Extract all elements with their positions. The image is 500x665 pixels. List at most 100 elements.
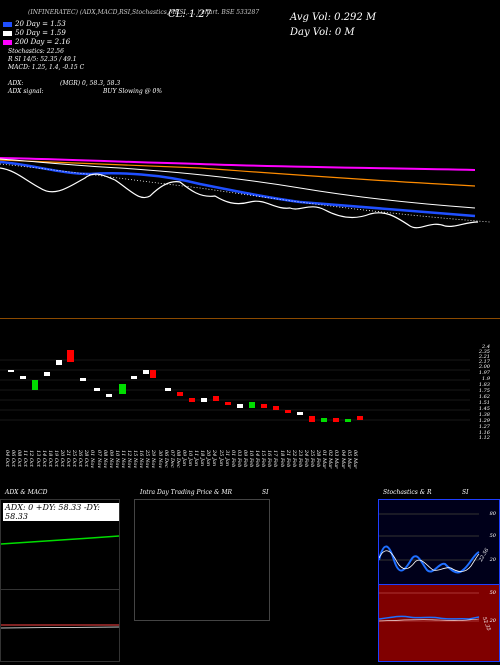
date-tick: 31 Jan bbox=[223, 450, 230, 467]
date-tick: 04 Mar bbox=[339, 450, 346, 469]
rsi-readout: R SI 14/5: 52.35 / 49.1 bbox=[8, 56, 77, 63]
price-tick: 1.12 bbox=[478, 435, 490, 441]
candle-28 bbox=[333, 418, 339, 422]
legend-ema20: 20 Day = 1.53 bbox=[3, 20, 66, 28]
price-tick: 1.83 bbox=[478, 382, 490, 388]
candle-5 bbox=[56, 360, 62, 365]
avg-volume: Avg Vol: 0.292 M bbox=[290, 12, 377, 23]
candle-18 bbox=[213, 396, 219, 401]
price-tick: 1.38 bbox=[478, 412, 490, 418]
candle-7 bbox=[80, 378, 86, 381]
candle-25 bbox=[297, 412, 303, 415]
candle-3 bbox=[32, 380, 38, 390]
legend-sma200: 200 Day = 2.16 bbox=[3, 38, 70, 46]
macd-signal-line bbox=[0, 626, 120, 629]
candle-11 bbox=[131, 376, 137, 379]
date-axis: 04 Oct 06 Oct 08 Oct 11 Oct 12 Oct 13 Oct 14 O… bbox=[0, 450, 500, 490]
sma200-swatch bbox=[3, 39, 12, 45]
date-tick: 12 Oct bbox=[28, 450, 35, 467]
candle-19 bbox=[225, 402, 231, 405]
stochastics-panel: 80 50 20 22.56 bbox=[378, 499, 500, 586]
chart-title: (INFINERATEC) (ADX,MACD,RSI,Stochastics,… bbox=[28, 9, 260, 16]
adx-panel: ADX: 0 +DY: 58.33 -DY: 58.33 bbox=[0, 499, 120, 591]
candle-24 bbox=[285, 410, 291, 413]
adx-value: (MGR) 0, 58.3, 58.3 bbox=[60, 80, 121, 87]
price-tick: 2.00 bbox=[478, 364, 490, 370]
sma50-line bbox=[0, 158, 476, 209]
intraday-title: Intra Day Trading Price & MR bbox=[140, 489, 233, 496]
date-tick: 06 Dec bbox=[162, 450, 169, 468]
panel-separator bbox=[0, 318, 500, 319]
date-tick: 09 Nov bbox=[107, 450, 114, 469]
candle-30 bbox=[357, 416, 363, 420]
candle-9 bbox=[106, 394, 112, 397]
candle-17 bbox=[201, 398, 207, 402]
macd-panel bbox=[0, 589, 120, 662]
date-tick: 23 Feb bbox=[296, 450, 303, 468]
candle-2 bbox=[20, 376, 26, 379]
date-tick: 05 Mar bbox=[345, 450, 352, 469]
date-tick: 11 Nov bbox=[119, 450, 126, 469]
price-tick: 1.62 bbox=[478, 394, 490, 400]
price-tick: 1.51 bbox=[478, 400, 490, 406]
rsi-tick-20: 20 bbox=[489, 618, 496, 624]
plus-di-line bbox=[1, 535, 119, 545]
date-tick: 14 Oct bbox=[40, 450, 47, 467]
candle-8 bbox=[94, 388, 100, 391]
candle-6 bbox=[67, 350, 74, 362]
price-tick: 1.97 bbox=[478, 370, 490, 376]
date-tick: 03 Mar bbox=[333, 450, 340, 469]
stoch-tick-50: 50 bbox=[489, 533, 496, 539]
price-tick: 2.21 bbox=[478, 354, 490, 360]
price-tick: 1.75 bbox=[478, 388, 490, 394]
sma50-swatch bbox=[3, 30, 12, 36]
date-tick: 13 Oct bbox=[34, 450, 41, 467]
date-tick: 01 Feb bbox=[229, 450, 236, 468]
candle-16 bbox=[189, 398, 195, 402]
date-tick: 22 Feb bbox=[290, 450, 297, 468]
candle-12 bbox=[143, 370, 149, 374]
ema20-swatch bbox=[3, 21, 12, 27]
rsi-panel: 50 20 52.35 bbox=[378, 584, 500, 662]
macd-readout: MACD: 1.25, 1.4, -0.15 C bbox=[8, 64, 85, 71]
date-tick: 10 Nov bbox=[113, 450, 120, 469]
candle-13 bbox=[150, 370, 156, 378]
date-tick: 24 Jan bbox=[211, 450, 218, 467]
rsi-tick-50: 50 bbox=[489, 590, 496, 596]
stochastics-readout: Stochastics: 22.56 bbox=[8, 48, 64, 55]
close-price: CL: 1.27 bbox=[168, 9, 212, 20]
day-volume: Day Vol: 0 M bbox=[290, 27, 355, 38]
adx-readout-box: ADX: 0 +DY: 58.33 -DY: 58.33 bbox=[3, 503, 119, 521]
price-tick: 1.16 bbox=[478, 430, 490, 436]
adx-label: ADX: bbox=[8, 80, 24, 87]
price-line bbox=[0, 167, 479, 229]
rsi-signal-line bbox=[378, 618, 480, 622]
intraday-si: SI bbox=[262, 489, 269, 496]
candle-27 bbox=[321, 418, 327, 422]
candle-4 bbox=[44, 372, 50, 376]
date-tick: 07 Nov bbox=[95, 450, 102, 469]
price-tick: 1.29 bbox=[478, 418, 490, 424]
stoch-d-line bbox=[378, 550, 480, 572]
moving-average-chart bbox=[0, 157, 491, 229]
rsi-line bbox=[378, 615, 480, 620]
candle-10 bbox=[119, 384, 126, 394]
stoch-tick-20: 20 bbox=[489, 557, 496, 563]
ema20-label: 20 Day = 1.53 bbox=[15, 20, 66, 28]
date-tick: 19 Oct bbox=[52, 450, 59, 467]
date-tick: 08 Dec bbox=[174, 450, 181, 468]
date-tick: 30 Nov bbox=[156, 450, 163, 469]
price-tick: 2.35 bbox=[478, 349, 490, 355]
date-tick: 09 Feb bbox=[241, 450, 248, 468]
price-tick: 1.9 bbox=[482, 376, 490, 382]
date-tick: 06 Mar bbox=[351, 450, 358, 469]
candle-20 bbox=[237, 404, 243, 408]
sma200-label: 200 Day = 2.16 bbox=[15, 38, 71, 46]
price-tick: 1.45 bbox=[478, 406, 490, 412]
sma50-label: 50 Day = 1.59 bbox=[15, 29, 66, 37]
date-tick: 17 Feb bbox=[272, 450, 279, 468]
stoch-rsi-title: Stochastics & R bbox=[383, 489, 432, 496]
candle-26 bbox=[309, 416, 315, 422]
legend-sma50: 50 Day = 1.59 bbox=[3, 29, 66, 37]
date-tick: 09 Jan bbox=[180, 450, 187, 467]
